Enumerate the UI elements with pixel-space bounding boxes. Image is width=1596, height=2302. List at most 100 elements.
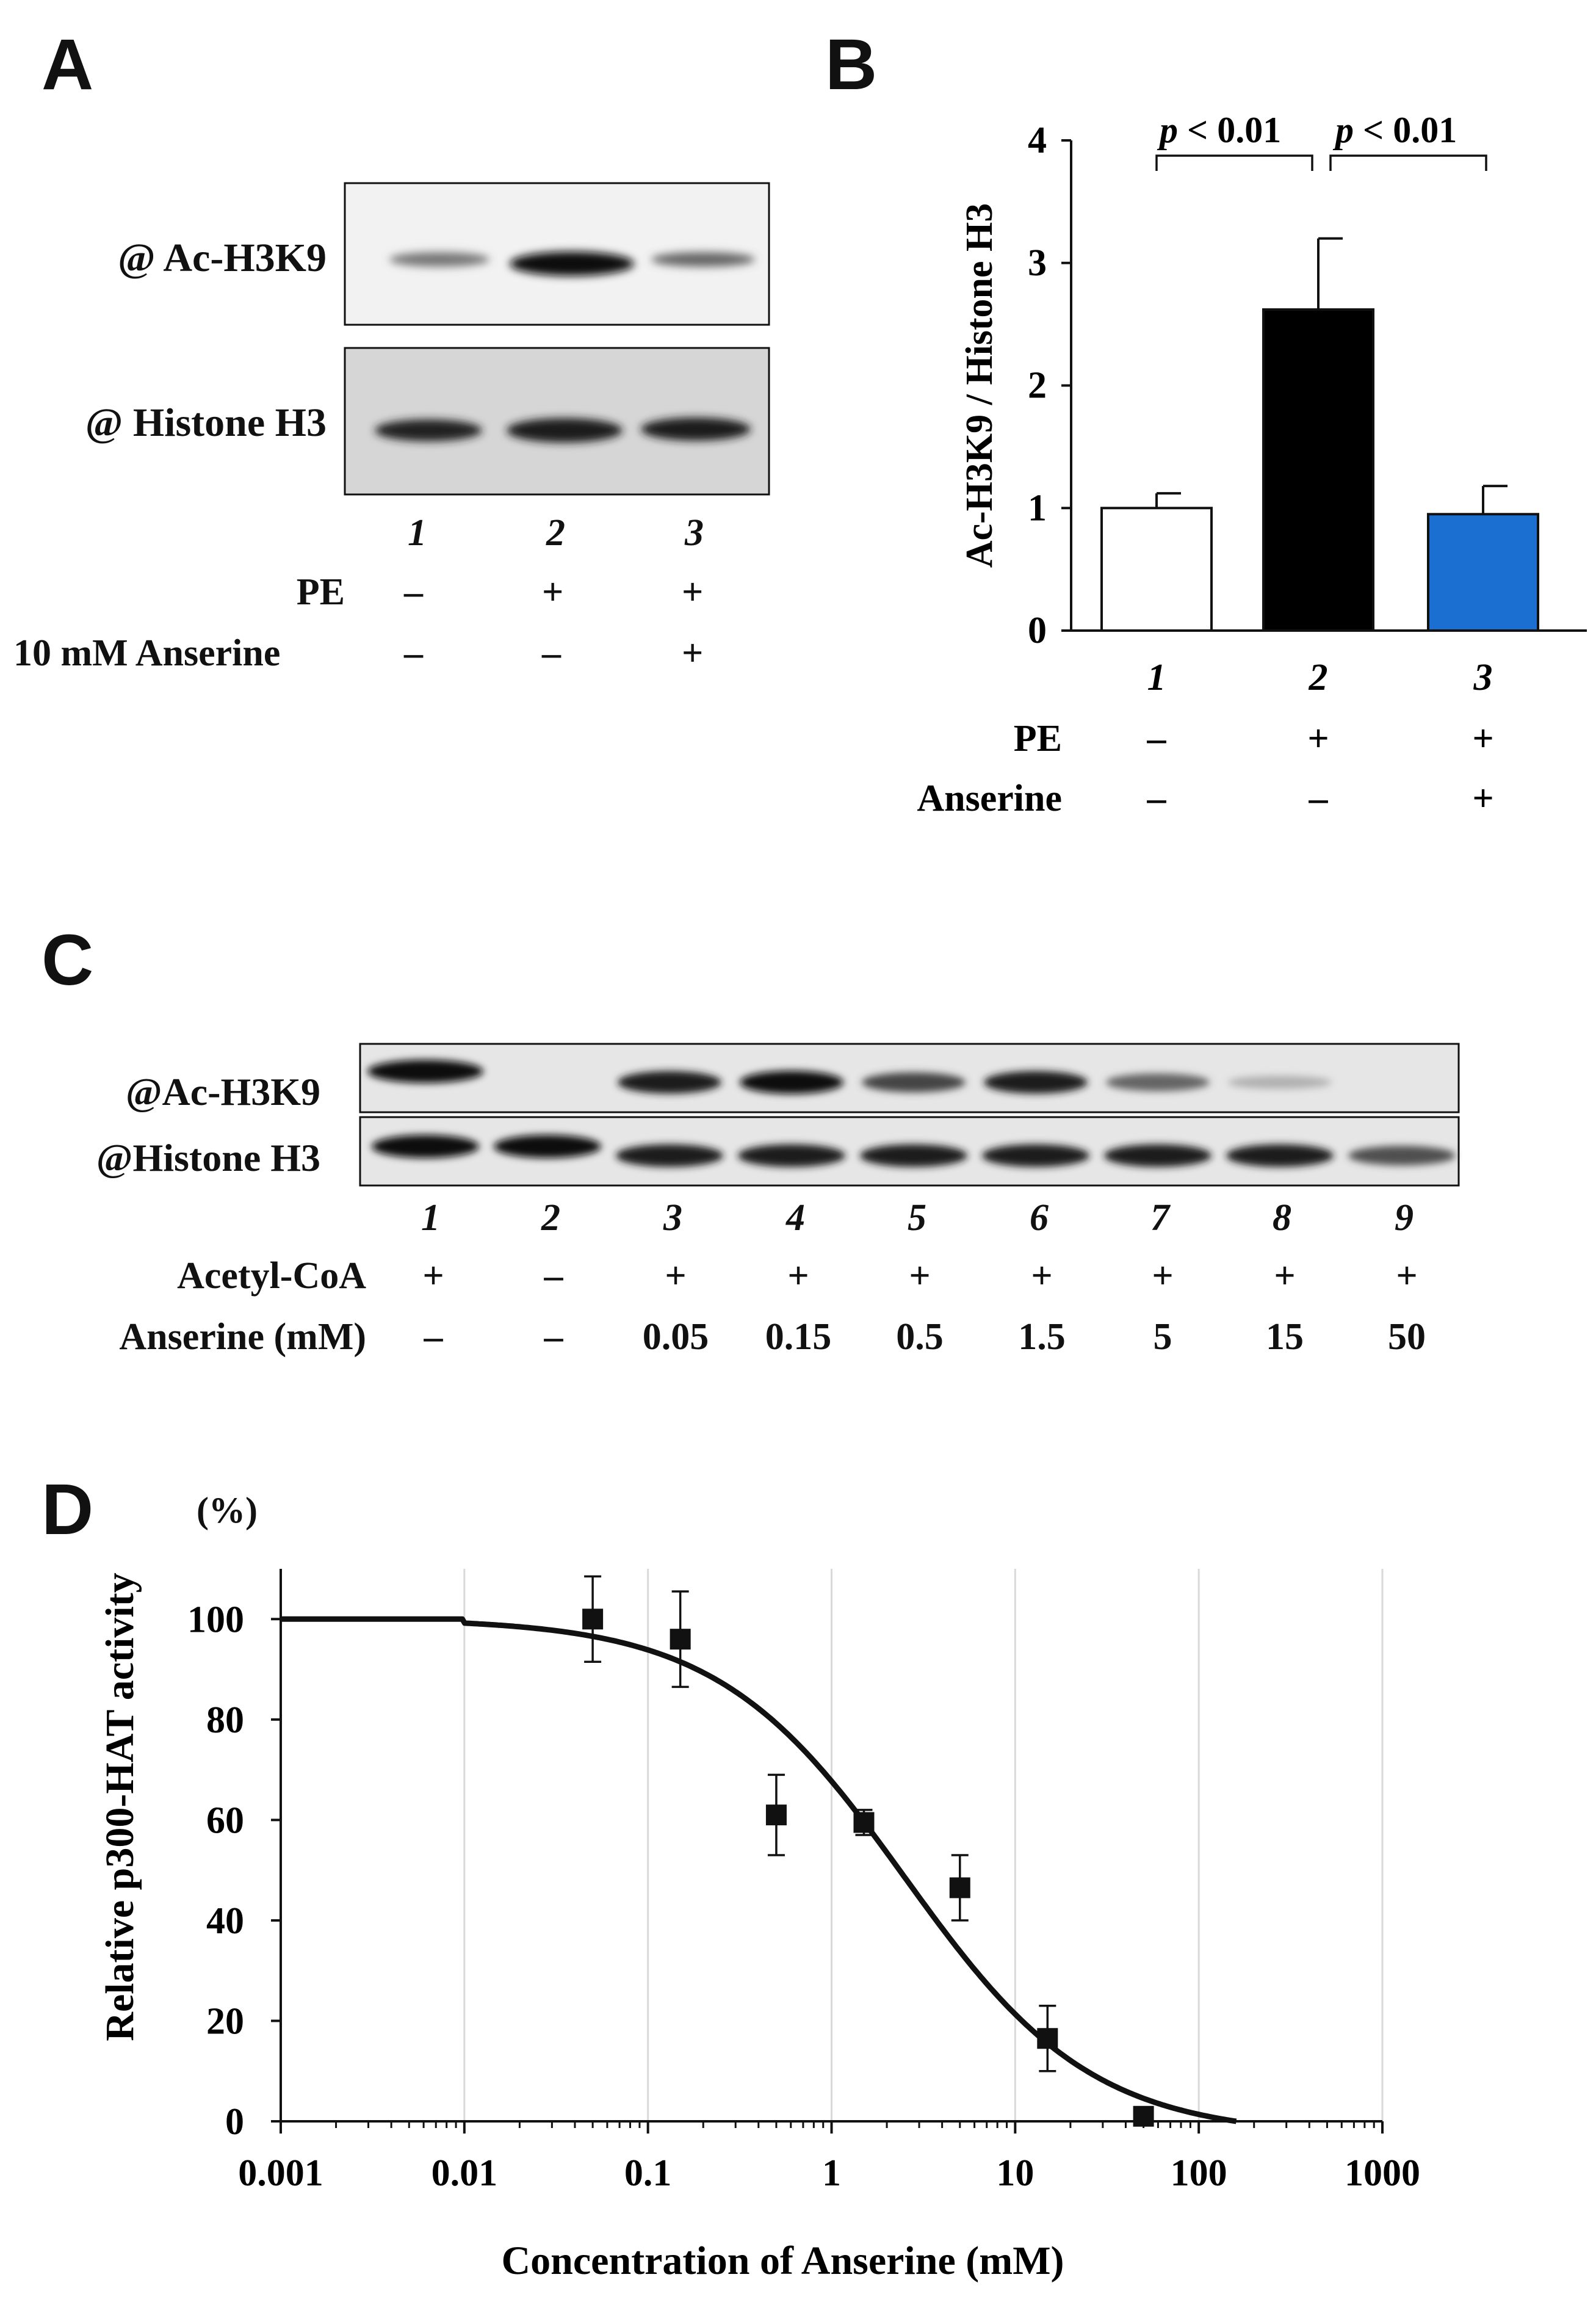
lane-number-a-1: 1 bbox=[408, 512, 427, 554]
antibody-label-ac-h3k9: @ Ac-H3K9 bbox=[118, 236, 327, 280]
band-c-h3-lane6 bbox=[982, 1144, 1089, 1167]
x-tick-label-100: 100 bbox=[1171, 2152, 1227, 2194]
condition-a-anserine-2: – bbox=[542, 632, 561, 674]
panel-letter-c: C bbox=[42, 920, 94, 1001]
y-tick-label-2: 2 bbox=[1028, 365, 1047, 407]
y-tick-label-0: 0 bbox=[225, 2101, 244, 2143]
y-tick-label-40: 40 bbox=[206, 1900, 244, 1942]
band-c-h3-lane2 bbox=[494, 1135, 601, 1158]
condition-a-pe-2: + bbox=[542, 571, 564, 613]
condition-c-anserine-6: 1.5 bbox=[1018, 1316, 1066, 1358]
lane-number-a-3: 3 bbox=[685, 512, 704, 554]
data-point-7 bbox=[1133, 2105, 1154, 2127]
condition-c-anserine-4: 0.15 bbox=[765, 1316, 832, 1358]
y-tick-label-100: 100 bbox=[187, 1599, 244, 1640]
data-point-2 bbox=[670, 1629, 691, 1650]
condition-c-anserine-5: 0.5 bbox=[896, 1316, 944, 1358]
band-c-ac-lane4 bbox=[740, 1071, 843, 1094]
x-tick-label-1: 1 bbox=[822, 2152, 841, 2194]
x-tick-label-1000: 1000 bbox=[1345, 2152, 1420, 2194]
fitted-curve bbox=[280, 1616, 1237, 2124]
condition-b-pe-1: – bbox=[1147, 718, 1167, 759]
y-tick-label-80: 80 bbox=[206, 1699, 244, 1741]
condition-c-acetyl-coa-5: + bbox=[909, 1255, 931, 1297]
condition-c-acetyl-coa-8: + bbox=[1274, 1255, 1296, 1297]
y-tick-label-1: 1 bbox=[1028, 487, 1047, 529]
lane-number-b-3: 3 bbox=[1473, 657, 1493, 698]
condition-c-acetyl-coa-9: + bbox=[1396, 1255, 1418, 1297]
condition-c-acetyl-coa-6: + bbox=[1031, 1255, 1053, 1297]
y-axis-title: Ac-H3K9 / Histone H3 bbox=[959, 203, 1000, 568]
band-a-h3-lane1 bbox=[375, 419, 482, 441]
lane-number-b-2: 2 bbox=[1309, 657, 1328, 698]
condition-a-anserine-1: – bbox=[404, 632, 423, 674]
condition-c-acetyl-coa-4: + bbox=[787, 1255, 809, 1297]
significance-label-1-2: p < 0.01 bbox=[1157, 110, 1281, 150]
x-axis-title: Concentration of Anserine (mM) bbox=[501, 2239, 1064, 2283]
significance-label-2-3: p < 0.01 bbox=[1332, 110, 1457, 150]
lane-number-c-8: 8 bbox=[1273, 1197, 1291, 1239]
panel-c-lane-table: Acetyl-CoA Anserine (mM) 1 2 3 4 5 6 7 8 9 + – + + + +… bbox=[0, 1197, 1596, 1358]
bracket-1-2 bbox=[1155, 154, 1313, 171]
band-c-h3-lane7 bbox=[1104, 1144, 1211, 1167]
condition-label-c-acetyl-coa: Acetyl-CoA bbox=[177, 1255, 366, 1297]
panel-a-blot bbox=[344, 182, 770, 496]
x-tick-label-0.01: 0.01 bbox=[431, 2152, 498, 2194]
lane-number-c-5: 5 bbox=[908, 1197, 926, 1239]
condition-label-a-pe: PE bbox=[296, 571, 345, 613]
lane-number-c-1: 1 bbox=[421, 1197, 440, 1239]
band-c-ac-lane3 bbox=[618, 1071, 721, 1094]
condition-c-anserine-8: 15 bbox=[1266, 1316, 1304, 1358]
bracket-2-3 bbox=[1329, 154, 1487, 171]
band-c-h3-lane9 bbox=[1348, 1146, 1456, 1165]
lane-number-c-3: 3 bbox=[663, 1197, 682, 1239]
band-a-h3-lane2 bbox=[507, 418, 623, 443]
band-a-ac-lane1 bbox=[389, 252, 489, 267]
panel-d-dose-response-chart: 0 20 40 60 80 100 0.001 0.01 0.1 1 10 100 1000 Concen… bbox=[98, 1569, 1420, 2283]
data-point-1 bbox=[582, 1609, 604, 1630]
condition-a-pe-1: – bbox=[404, 571, 423, 613]
band-c-h3-lane5 bbox=[860, 1144, 967, 1167]
condition-c-anserine-9: 50 bbox=[1388, 1316, 1426, 1358]
condition-label-b-pe: PE bbox=[1014, 718, 1062, 759]
bar-3 bbox=[1427, 513, 1539, 632]
lane-number-c-9: 9 bbox=[1395, 1197, 1414, 1239]
lane-number-b-1: 1 bbox=[1147, 657, 1166, 698]
condition-label-b-anserine: 10 mM Anserine bbox=[915, 778, 1062, 819]
data-point-5 bbox=[949, 1877, 970, 1898]
band-a-h3-lane3 bbox=[641, 418, 751, 441]
condition-c-acetyl-coa-7: + bbox=[1152, 1255, 1174, 1297]
condition-a-pe-3: + bbox=[682, 571, 704, 613]
band-c-ac-lane7 bbox=[1106, 1073, 1210, 1091]
lane-number-c-4: 4 bbox=[786, 1197, 805, 1239]
lane-number-a-2: 2 bbox=[546, 512, 565, 554]
condition-c-anserine-1: – bbox=[424, 1316, 443, 1358]
band-c-h3-lane1 bbox=[372, 1135, 479, 1158]
condition-a-anserine-3: + bbox=[682, 632, 704, 674]
y-axis-title: Relative p300-HAT activity bbox=[98, 1573, 142, 2041]
panel-letter-b: B bbox=[825, 24, 878, 105]
condition-c-acetyl-coa-3: + bbox=[665, 1255, 687, 1297]
condition-c-acetyl-coa-2: – bbox=[544, 1255, 563, 1297]
lane-number-c-7: 7 bbox=[1150, 1197, 1169, 1239]
band-c-h3-lane4 bbox=[738, 1144, 845, 1167]
y-tick-label-20: 20 bbox=[206, 2000, 244, 2042]
band-a-ac-lane3 bbox=[651, 252, 755, 267]
y-tick-label-3: 3 bbox=[1028, 242, 1047, 284]
condition-c-acetyl-coa-1: + bbox=[422, 1255, 444, 1297]
condition-b-pe-2: + bbox=[1307, 718, 1329, 759]
band-c-ac-lane5 bbox=[862, 1072, 966, 1093]
condition-c-anserine-2: – bbox=[544, 1316, 563, 1358]
condition-b-anserine-2: – bbox=[1309, 778, 1329, 819]
band-c-h3-lane8 bbox=[1226, 1144, 1334, 1167]
condition-label-a-anserine: 10 mM Anserine bbox=[13, 632, 281, 674]
lane-number-c-2: 2 bbox=[541, 1197, 560, 1239]
antibody-label-histone-h3: @ Histone H3 bbox=[85, 400, 327, 445]
bar-1 bbox=[1100, 507, 1213, 632]
x-tick-label-10: 10 bbox=[996, 2152, 1034, 2194]
data-point-4 bbox=[853, 1812, 875, 1833]
panel-letter-d: D bbox=[42, 1469, 94, 1550]
bar-2 bbox=[1262, 308, 1374, 632]
y-tick-label-4: 4 bbox=[1028, 120, 1047, 161]
